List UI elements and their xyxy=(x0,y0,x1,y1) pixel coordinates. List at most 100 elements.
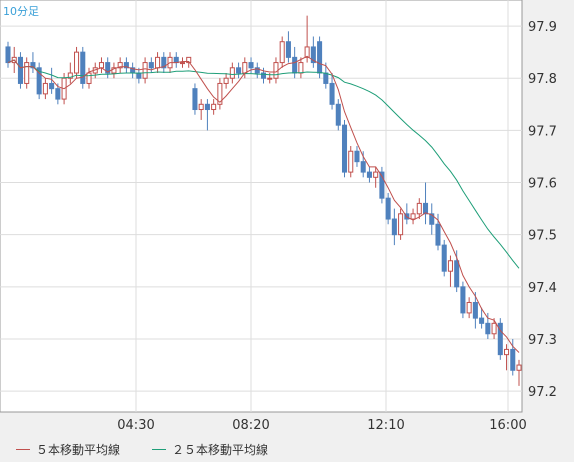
candle-body xyxy=(292,56,298,74)
candle-body xyxy=(416,202,422,215)
y-tick-label: 97.7 xyxy=(528,124,557,139)
candle-body xyxy=(391,218,397,236)
candle-body xyxy=(279,41,285,64)
legend-swatch-ma25 xyxy=(152,449,166,450)
candle-body xyxy=(479,317,485,324)
candle-body xyxy=(173,56,179,64)
candle-body xyxy=(435,223,441,246)
candle-body xyxy=(36,67,42,95)
candle-body xyxy=(5,46,11,64)
candle-body xyxy=(24,62,30,84)
candle-body xyxy=(510,348,516,371)
candle-body xyxy=(260,72,267,79)
candle-body xyxy=(329,82,335,105)
candle-body xyxy=(504,348,510,356)
candle-body xyxy=(491,322,497,335)
candle-body xyxy=(460,286,466,314)
candle-body xyxy=(136,72,142,79)
candle-body xyxy=(454,260,460,288)
y-tick-label: 97.2 xyxy=(528,385,557,400)
candle-body xyxy=(117,62,123,69)
candle-body xyxy=(385,197,391,220)
legend: ５本移動平均線 ２５本移動平均線 xyxy=(0,435,574,462)
candle-body xyxy=(123,62,129,69)
candle-body xyxy=(310,46,316,64)
y-tick-label: 97.5 xyxy=(528,229,557,244)
candle-body xyxy=(323,72,329,84)
candle-body xyxy=(267,77,273,80)
candle-body xyxy=(360,161,366,173)
candle-body xyxy=(30,62,36,69)
candle-body xyxy=(217,82,223,105)
legend-swatch-ma5 xyxy=(16,449,30,450)
y-tick-label: 97.9 xyxy=(528,20,557,35)
legend-item-ma25: ２５本移動平均線 xyxy=(152,441,268,458)
candle-body xyxy=(204,103,210,111)
candle-body xyxy=(248,62,254,69)
candle-body xyxy=(80,51,86,84)
candle-body xyxy=(410,213,416,220)
candle-body xyxy=(429,213,435,225)
candle-body xyxy=(155,56,161,69)
y-tick-label: 97.6 xyxy=(528,177,557,192)
legend-item-ma5: ５本移動平均線 xyxy=(16,441,120,458)
candle-body xyxy=(317,41,323,74)
chart-title: 10分足 xyxy=(3,5,39,18)
candle-body xyxy=(236,67,242,74)
ma5-line xyxy=(7,55,520,353)
candle-body xyxy=(86,72,92,84)
candle-body xyxy=(485,322,491,335)
candle-body xyxy=(348,150,354,173)
candle-body xyxy=(223,77,229,84)
candle-body xyxy=(366,171,372,178)
candle-body xyxy=(142,62,148,79)
candle-body xyxy=(229,67,235,79)
candle-body xyxy=(398,213,404,236)
ma25-line xyxy=(7,59,520,269)
candle-body xyxy=(379,171,385,199)
candle-body xyxy=(67,72,73,79)
candle-body xyxy=(354,150,360,163)
candle-body xyxy=(298,62,304,74)
candle-body xyxy=(105,62,111,74)
candle-body xyxy=(148,62,154,69)
candle-body xyxy=(516,364,522,371)
candle-body xyxy=(179,62,186,65)
y-tick-label: 97.8 xyxy=(528,72,557,87)
candle-body xyxy=(98,62,105,69)
candle-body xyxy=(304,46,310,58)
candle-body xyxy=(111,67,117,74)
candle-body xyxy=(42,82,48,95)
candle-body xyxy=(49,82,55,90)
candle-body xyxy=(198,103,204,111)
candle-body xyxy=(497,322,503,356)
candle-body xyxy=(192,88,198,111)
candle-body xyxy=(373,171,379,178)
x-tick-label: 16:00 xyxy=(489,418,526,433)
x-tick-label: 08:20 xyxy=(232,418,269,433)
candle-body xyxy=(254,67,260,74)
candle-body xyxy=(335,103,341,126)
plot-area xyxy=(0,0,523,413)
candle-body xyxy=(422,202,429,215)
candle-body xyxy=(341,124,348,173)
y-tick-label: 97.3 xyxy=(528,333,557,348)
candle-body xyxy=(447,260,453,272)
x-tick-label: 12:10 xyxy=(367,418,404,433)
candle-body xyxy=(211,103,217,111)
candle-body xyxy=(441,244,447,272)
legend-label-ma25: ２５本移動平均線 xyxy=(172,443,269,457)
candle-body xyxy=(242,62,248,74)
candle-body xyxy=(472,301,478,319)
candle-body xyxy=(161,56,167,69)
candle-body xyxy=(466,301,472,314)
candle-body xyxy=(186,56,192,64)
candle-body xyxy=(55,88,61,100)
candle-body xyxy=(17,56,23,84)
legend-label-ma5: ５本移動平均線 xyxy=(36,443,121,457)
x-tick-label: 04:30 xyxy=(117,418,154,433)
y-tick-label: 97.4 xyxy=(528,281,557,296)
candle-body xyxy=(74,51,80,74)
